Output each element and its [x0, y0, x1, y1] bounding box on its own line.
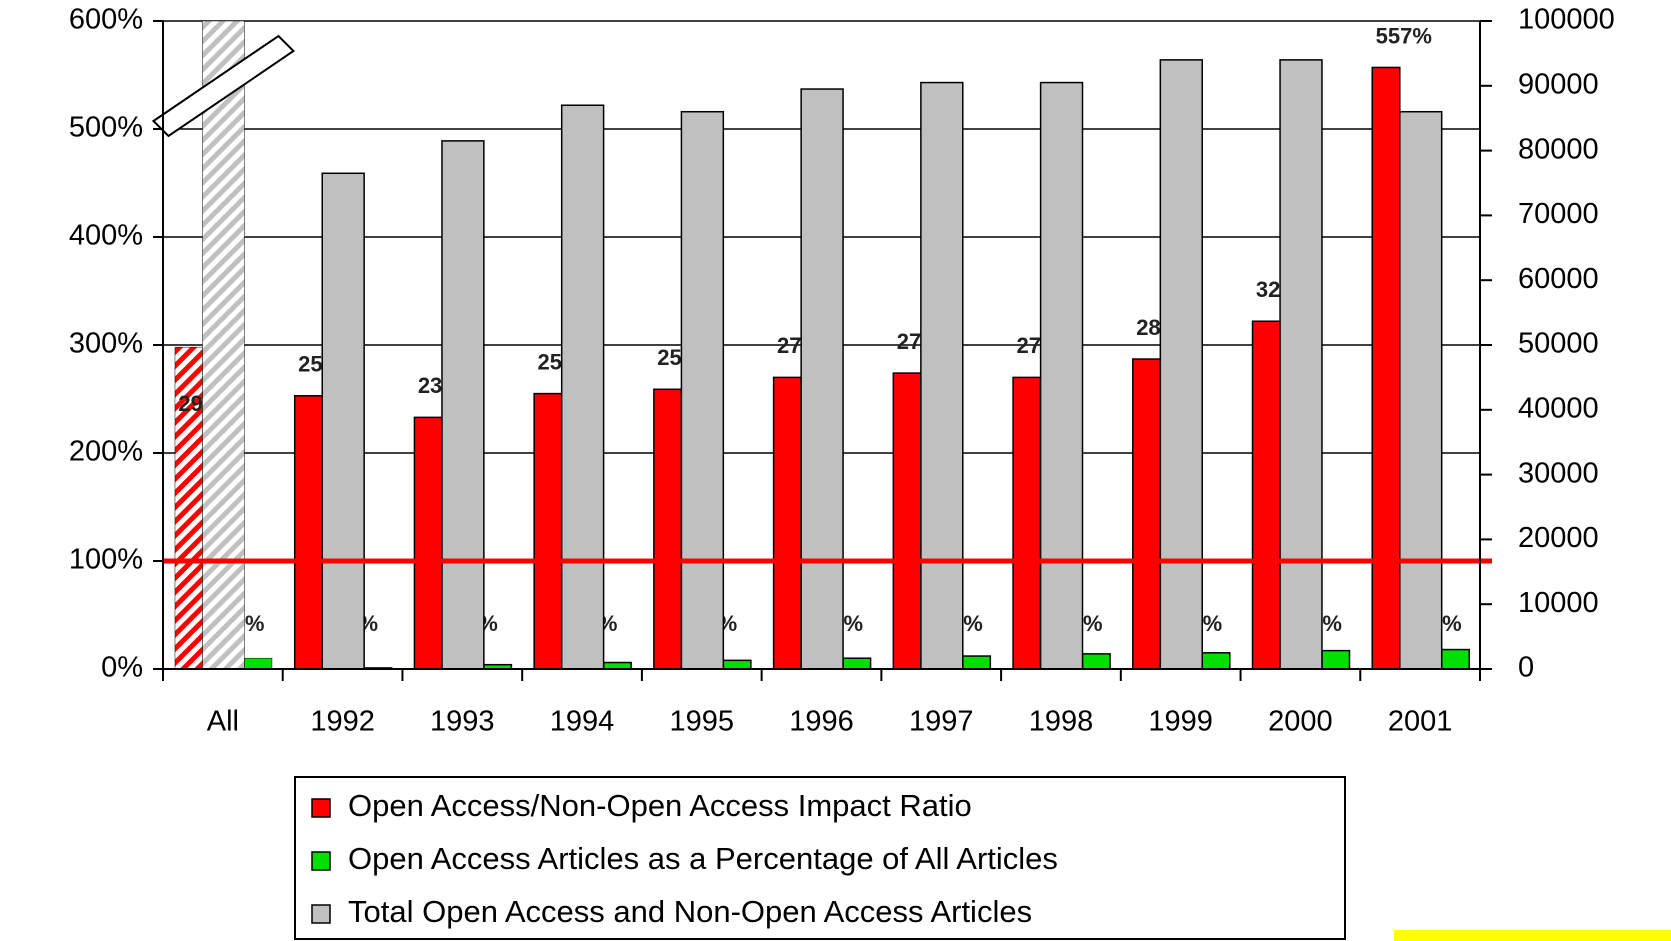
y2-tick-label: 40000 — [1518, 392, 1599, 424]
bar — [1201, 652, 1231, 670]
y2-tick-label: 60000 — [1518, 263, 1599, 295]
bar — [1399, 110, 1443, 670]
bar — [962, 655, 992, 670]
x-tick-label: 2001 — [1388, 706, 1453, 738]
legend-label: Open Access Articles as a Percentage of … — [348, 841, 1058, 876]
bar — [892, 372, 922, 670]
x-tick-label: 1992 — [310, 706, 375, 738]
bar — [1371, 66, 1401, 670]
bar — [1039, 81, 1084, 670]
y2-tick-label: 100000 — [1518, 4, 1615, 36]
x-tick-label: 1996 — [789, 706, 854, 738]
data-label: 557% — [1376, 23, 1432, 48]
bar — [680, 110, 725, 670]
legend-swatch — [311, 904, 331, 924]
x-tick-label: All — [207, 706, 239, 738]
bar — [321, 172, 365, 670]
bar — [920, 81, 964, 670]
x-tick-label: 1998 — [1029, 706, 1094, 738]
y-tick-label: 400% — [69, 220, 143, 252]
x-tick-label: 1997 — [909, 706, 974, 738]
bar — [1279, 59, 1323, 670]
x-tick-label: 1994 — [550, 706, 615, 738]
y2-tick-label: 30000 — [1518, 457, 1599, 489]
bar — [1440, 648, 1470, 670]
legend-box — [294, 776, 1346, 940]
bar — [174, 346, 203, 670]
bar — [244, 657, 273, 670]
y-tick-label: 0% — [101, 652, 143, 684]
y-tick-label: 500% — [69, 112, 143, 144]
y-tick-label: 600% — [69, 4, 143, 36]
y2-tick-label: 10000 — [1518, 587, 1599, 619]
x-tick-label: 1995 — [670, 706, 735, 738]
bar — [842, 657, 872, 670]
bar — [1321, 649, 1351, 670]
bar — [293, 395, 323, 670]
bar — [1012, 376, 1042, 670]
y-tick-label: 200% — [69, 436, 143, 468]
x-tick-label: 2000 — [1268, 706, 1333, 738]
bar — [1251, 320, 1281, 670]
y2-tick-label: 70000 — [1518, 198, 1599, 230]
bar — [800, 88, 844, 670]
bar — [1132, 358, 1162, 670]
y2-tick-label: 80000 — [1518, 133, 1599, 165]
y2-tick-label: 90000 — [1518, 68, 1599, 100]
x-tick-label: 1993 — [430, 706, 495, 738]
x-tick-label: 1999 — [1148, 706, 1213, 738]
y2-tick-label: 50000 — [1518, 328, 1599, 360]
legend-label: Total Open Access and Non-Open Access Ar… — [348, 894, 1032, 929]
bar — [413, 416, 443, 670]
bar — [441, 140, 485, 670]
legend-swatch — [311, 851, 331, 871]
bar — [202, 20, 245, 670]
bar — [772, 376, 802, 670]
bar — [1081, 653, 1111, 670]
bar — [533, 392, 563, 670]
highlight — [1394, 930, 1671, 941]
bar — [1159, 59, 1203, 670]
y2-tick-label: 0 — [1518, 652, 1534, 684]
bar — [560, 104, 605, 670]
legend-swatch — [311, 798, 331, 818]
bar — [722, 659, 752, 670]
y-tick-label: 100% — [69, 544, 143, 576]
y-tick-label: 300% — [69, 328, 143, 360]
y2-tick-label: 20000 — [1518, 522, 1599, 554]
bar — [653, 388, 683, 670]
legend-label: Open Access/Non-Open Access Impact Ratio — [348, 788, 972, 823]
